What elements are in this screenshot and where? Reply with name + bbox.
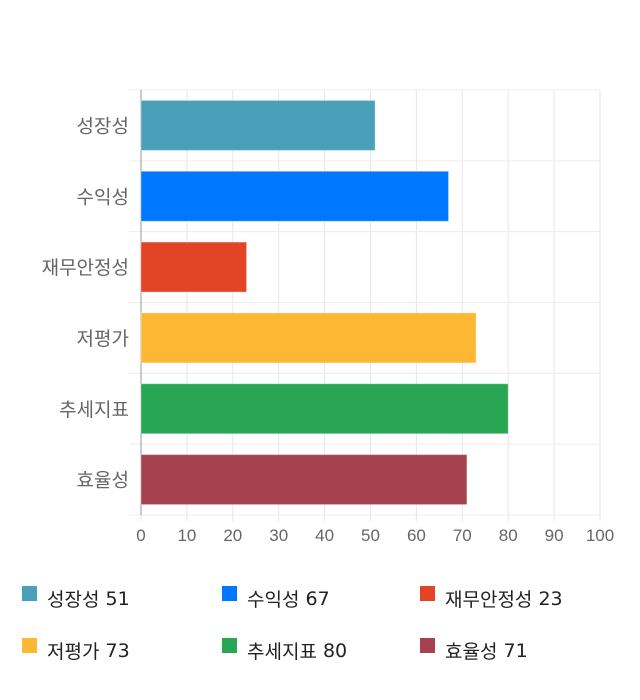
legend-label: 재무안정성	[445, 589, 533, 611]
legend-value: 71	[503, 639, 528, 662]
bar	[140, 241, 248, 293]
y-category-label: 수익성	[77, 186, 129, 208]
legend-swatch	[420, 586, 435, 601]
legend-label: 수익성	[247, 589, 300, 611]
x-tick-label: 90	[545, 526, 564, 545]
legend-swatch	[22, 638, 37, 653]
x-tick-label: 0	[136, 526, 145, 545]
x-tick-label: 30	[269, 526, 288, 545]
x-tick-label: 40	[315, 526, 334, 545]
legend-label: 저평가	[47, 641, 100, 663]
legend-item[interactable]: 성장성 51	[22, 585, 130, 612]
x-tick-label: 80	[499, 526, 518, 545]
y-category-label: 성장성	[77, 115, 129, 137]
x-tick-label: 50	[361, 526, 380, 545]
legend-item[interactable]: 재무안정성 23	[420, 585, 563, 612]
x-tick-label: 10	[177, 526, 196, 545]
legend-swatch	[222, 638, 237, 653]
legend-item[interactable]: 저평가 73	[22, 637, 130, 664]
x-tick-label: 70	[453, 526, 472, 545]
bar	[140, 170, 450, 222]
legend-item[interactable]: 수익성 67	[222, 585, 330, 612]
y-category-label: 추세지표	[59, 399, 129, 421]
x-tick-label: 100	[586, 526, 614, 545]
legend-label: 추세지표	[247, 641, 317, 663]
x-tick-label: 60	[407, 526, 426, 545]
bar	[140, 454, 468, 506]
x-tick-label: 20	[223, 526, 242, 545]
y-category-label: 저평가	[77, 328, 129, 350]
y-category-label: 재무안정성	[42, 257, 129, 279]
legend-value: 51	[105, 587, 130, 610]
bar	[140, 312, 477, 364]
legend-label: 효율성	[445, 641, 498, 663]
legend-item[interactable]: 효율성 71	[420, 637, 528, 664]
legend-value: 80	[322, 639, 348, 662]
legend-value: 23	[538, 587, 563, 610]
bar-chart: 0 10 20 30 40 50 60 70 80 90 100 성장성수익성재무안정성저평가추세지표…	[42, 89, 614, 545]
legend-label: 성장성	[47, 589, 100, 611]
legend-item[interactable]: 추세지표 80	[222, 637, 347, 664]
legend-swatch	[22, 586, 37, 601]
legend-swatch	[420, 638, 435, 653]
bar	[140, 383, 509, 435]
bar	[140, 99, 376, 151]
legend-swatch	[222, 586, 237, 601]
y-category-label: 효율성	[77, 470, 129, 492]
legend-value: 67	[305, 587, 330, 610]
legend-value: 73	[105, 639, 130, 662]
